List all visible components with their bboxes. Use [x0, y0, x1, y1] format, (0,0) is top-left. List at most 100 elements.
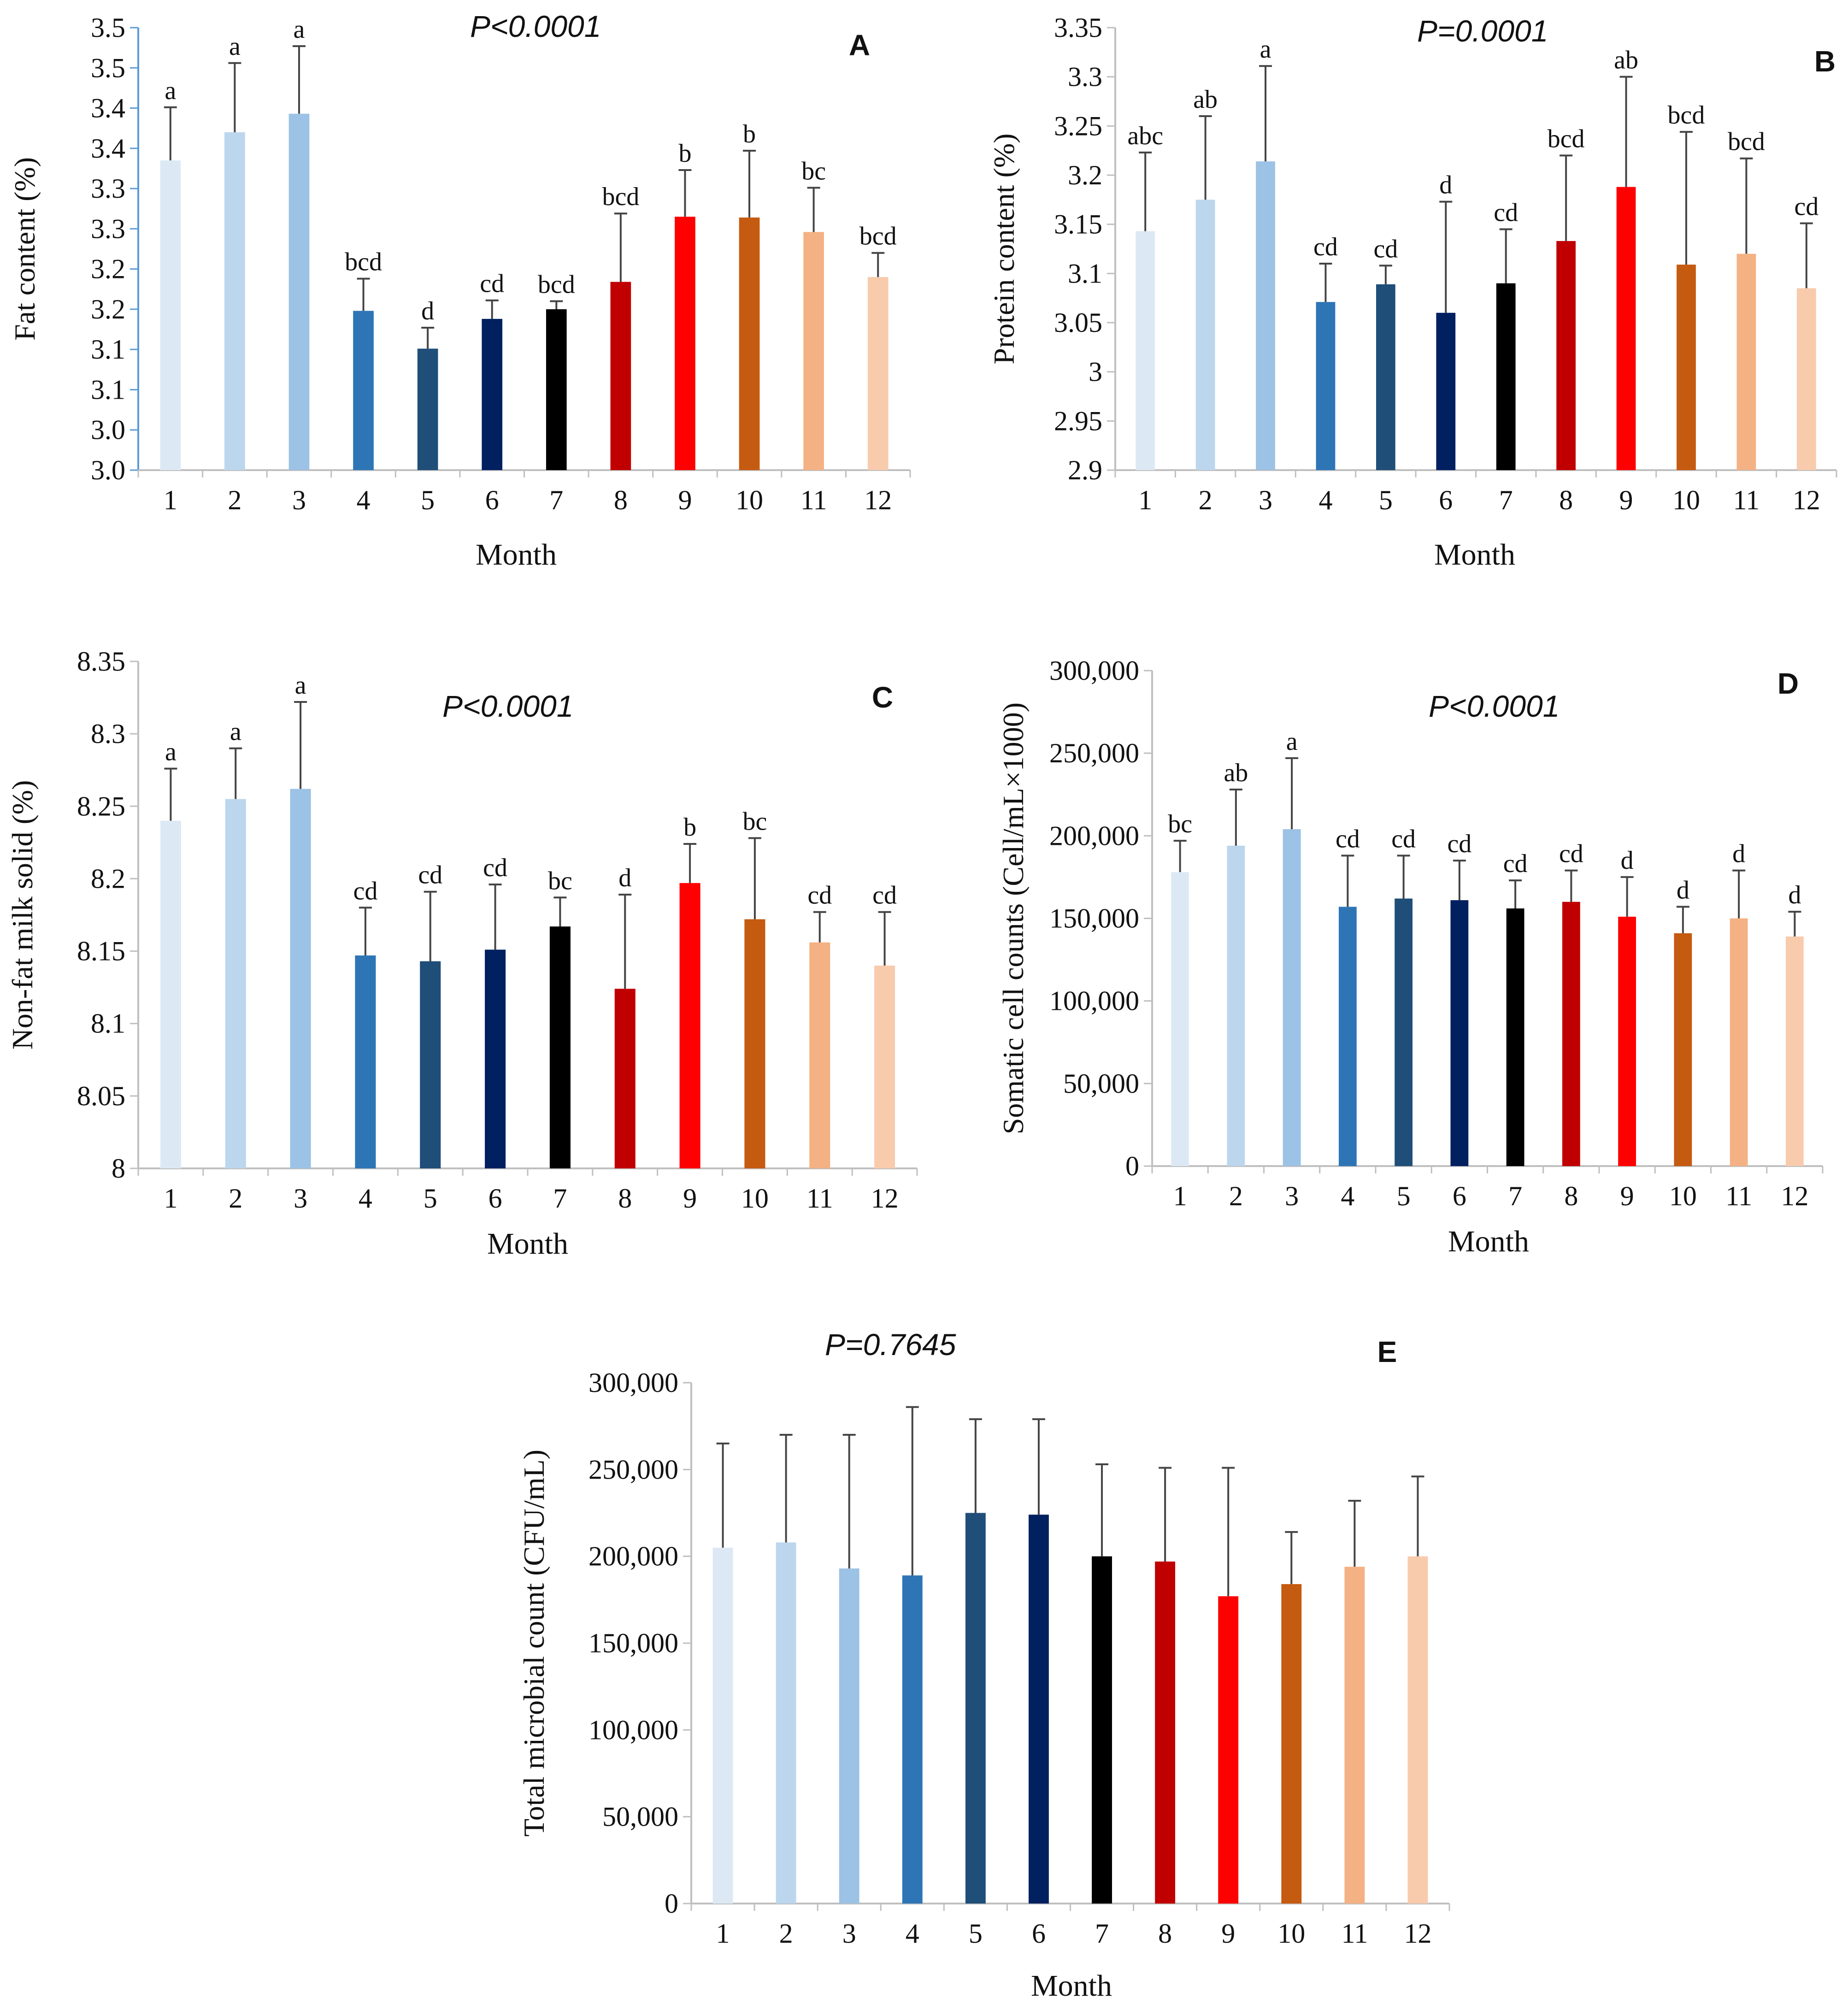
bar-month-12	[867, 277, 889, 470]
x-tick-label: 6	[1453, 1181, 1466, 1211]
x-tick-label: 9	[1620, 1181, 1634, 1211]
x-tick-label: 10	[1669, 1181, 1697, 1211]
y-tick-label: 3.0	[91, 455, 125, 485]
y-tick-label: 0	[665, 1888, 678, 1919]
bar-month-1	[160, 160, 181, 470]
y-tick-label: 3.5	[91, 12, 125, 43]
significance-letter: cd	[1559, 840, 1583, 868]
significance-letter: bc	[801, 157, 826, 185]
significance-letter: bc	[1168, 810, 1192, 838]
y-tick-label: 8.2	[91, 863, 125, 894]
y-axis-title: Fat content (%)	[8, 157, 41, 341]
x-tick-label: 5	[421, 485, 435, 515]
y-tick-label: 8.3	[91, 719, 125, 749]
bar-month-6	[1450, 900, 1469, 1166]
y-tick-label: 3.2	[91, 254, 125, 284]
x-tick-label: 9	[1619, 485, 1633, 515]
y-tick-label: 3.35	[1054, 12, 1102, 43]
bar-month-3	[288, 113, 310, 470]
significance-letter: b	[743, 120, 756, 148]
y-tick-label: 3.2	[1068, 160, 1102, 190]
x-tick-label: 8	[1564, 1181, 1578, 1211]
x-tick-label: 8	[618, 1183, 632, 1214]
significance-letter: bcd	[538, 270, 575, 299]
y-tick-label: 200,000	[1049, 820, 1139, 851]
significance-letter: a	[165, 738, 177, 766]
y-tick-label: 3	[1089, 357, 1102, 387]
bar-month-11	[1344, 1567, 1365, 1904]
y-tick-label: 100,000	[1049, 986, 1139, 1016]
y-tick-label: 250,000	[1049, 738, 1139, 768]
x-tick-label: 2	[779, 1918, 793, 1949]
x-tick-label: 7	[1499, 485, 1513, 515]
bar-month-1	[1136, 231, 1155, 471]
x-tick-label: 9	[1221, 1918, 1235, 1949]
bar-month-8	[614, 989, 636, 1168]
x-tick-label: 4	[359, 1183, 372, 1214]
x-tick-label: 2	[1199, 485, 1212, 515]
significance-letter: bcd	[1668, 101, 1705, 130]
significance-letter: d	[1621, 846, 1634, 875]
x-axis-title: Month	[1448, 1225, 1529, 1258]
bar-month-11	[803, 232, 824, 470]
significance-letter: a	[294, 15, 305, 44]
significance-letter: d	[421, 297, 434, 325]
y-tick-label: 3.3	[1068, 62, 1102, 92]
y-tick-label: 8.25	[77, 791, 125, 821]
significance-letter: cd	[1373, 235, 1398, 263]
bar-month-9	[1618, 916, 1636, 1166]
bar-month-3	[839, 1568, 859, 1904]
significance-letter: cd	[1336, 825, 1360, 853]
bar-month-10	[744, 919, 765, 1168]
x-tick-label: 11	[800, 485, 827, 515]
x-tick-label: 10	[741, 1183, 769, 1214]
x-tick-label: 5	[1397, 1181, 1411, 1211]
x-tick-label: 7	[1508, 1181, 1522, 1211]
bar-month-9	[1616, 187, 1636, 471]
significance-letter: d	[618, 864, 631, 892]
bar-month-3	[1256, 161, 1275, 471]
significance-letter: b	[683, 813, 696, 842]
x-tick-label: 11	[1733, 485, 1760, 515]
significance-letter: d	[1732, 840, 1745, 868]
p-value-label: P<0.0001	[1429, 689, 1560, 723]
chart-panel-a: 3.03.03.13.13.23.23.33.33.43.43.53.51 2 3 4…	[8, 9, 911, 572]
bar-month-12	[874, 966, 895, 1168]
significance-letter: abc	[1127, 122, 1163, 150]
x-axis-title: Month	[1434, 538, 1515, 572]
x-tick-label: 4	[1318, 485, 1332, 515]
y-tick-label: 8.05	[77, 1081, 125, 1111]
y-tick-label: 3.2	[91, 294, 125, 324]
significance-letter: cd	[1313, 233, 1338, 261]
x-tick-label: 12	[1781, 1181, 1808, 1211]
bar-month-7	[1092, 1556, 1112, 1904]
panel-label: D	[1777, 667, 1799, 700]
bar-month-2	[1227, 845, 1245, 1166]
p-value-label: P=0.0001	[1417, 14, 1548, 48]
bar-month-5	[1376, 284, 1395, 470]
bar-month-1	[712, 1547, 733, 1904]
y-tick-label: 50,000	[602, 1802, 678, 1832]
x-tick-label: 10	[1277, 1918, 1305, 1949]
y-tick-label: 3.5	[91, 53, 125, 83]
x-axis-title: Month	[487, 1227, 568, 1261]
y-tick-label: 3.3	[91, 173, 125, 204]
x-tick-label: 11	[1341, 1918, 1368, 1949]
x-tick-label: 12	[871, 1183, 899, 1214]
x-tick-label: 2	[1229, 1181, 1243, 1211]
bar-month-8	[1155, 1561, 1176, 1904]
x-tick-label: 3	[842, 1918, 856, 1949]
bar-month-2	[1195, 200, 1215, 470]
bar-month-10	[1281, 1584, 1302, 1904]
p-value-label: P<0.0001	[442, 689, 573, 723]
significance-letter: a	[165, 77, 176, 105]
y-tick-label: 8.1	[91, 1008, 125, 1039]
y-tick-label: 3.1	[91, 334, 125, 365]
bar-month-5	[417, 348, 438, 470]
bar-month-7	[1506, 908, 1524, 1166]
significance-letter: bcd	[1548, 124, 1585, 153]
y-tick-label: 200,000	[589, 1541, 678, 1572]
y-axis-title: Somatic cell counts (Cell/mL×1000)	[997, 702, 1030, 1134]
x-tick-label: 9	[683, 1183, 697, 1214]
x-tick-label: 2	[228, 485, 241, 515]
